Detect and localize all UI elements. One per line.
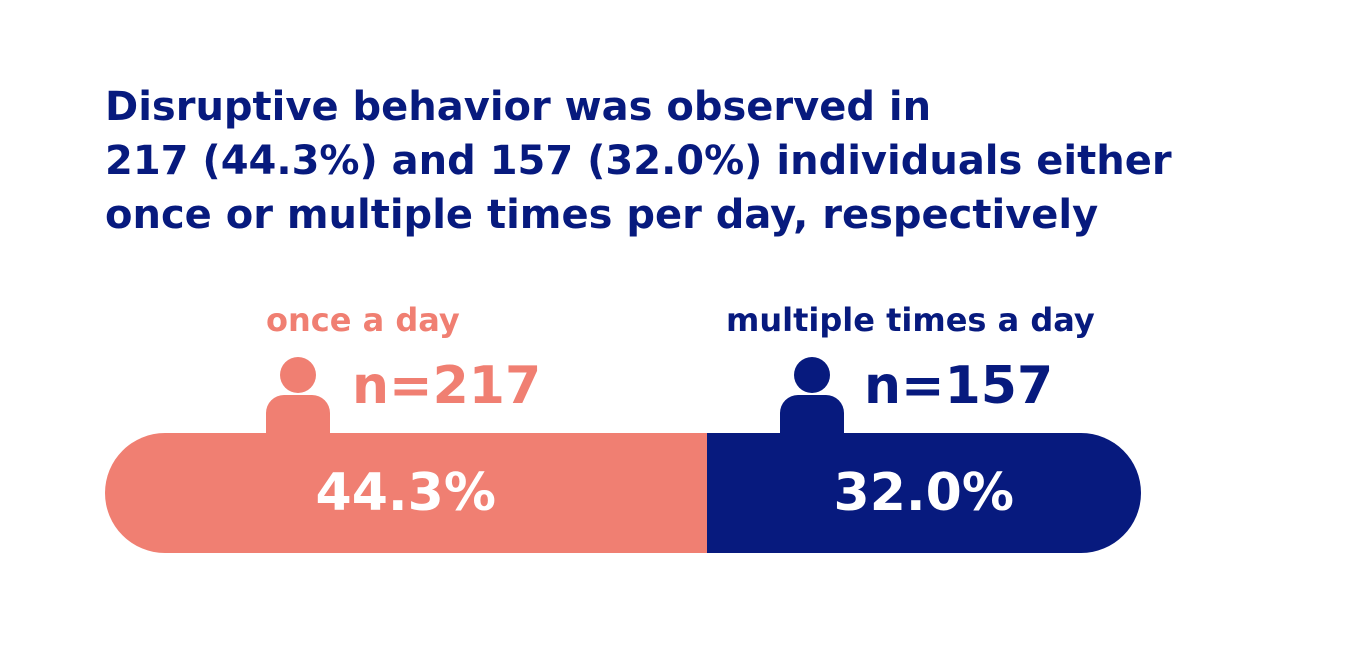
person-body xyxy=(780,395,844,435)
bar-segment-once-a-day: 44.3% xyxy=(105,433,707,553)
headline-line-3: once or multiple times per day, respecti… xyxy=(105,192,1099,238)
person-head xyxy=(794,357,830,393)
headline: Disruptive behavior was observed in 217 … xyxy=(105,80,1255,242)
once-a-day-label: once a day xyxy=(266,301,460,339)
multiple-times-a-day-count: n=157 xyxy=(864,356,1054,416)
headline-line-1: Disruptive behavior was observed in xyxy=(105,84,932,130)
person-icon xyxy=(780,357,844,435)
person-body xyxy=(266,395,330,435)
proportion-bar: 44.3% 32.0% xyxy=(105,433,1141,553)
headline-line-2: 217 (44.3%) and 157 (32.0%) individuals … xyxy=(105,138,1172,184)
multiple-times-a-day-label: multiple times a day xyxy=(726,301,1095,339)
bar-value-label: 44.3% xyxy=(315,463,496,523)
bar-segment-multiple-times-a-day: 32.0% xyxy=(706,433,1141,553)
person-head xyxy=(280,357,316,393)
person-icon xyxy=(266,357,330,435)
bar-value-label: 32.0% xyxy=(833,463,1014,523)
once-a-day-count: n=217 xyxy=(352,356,542,416)
